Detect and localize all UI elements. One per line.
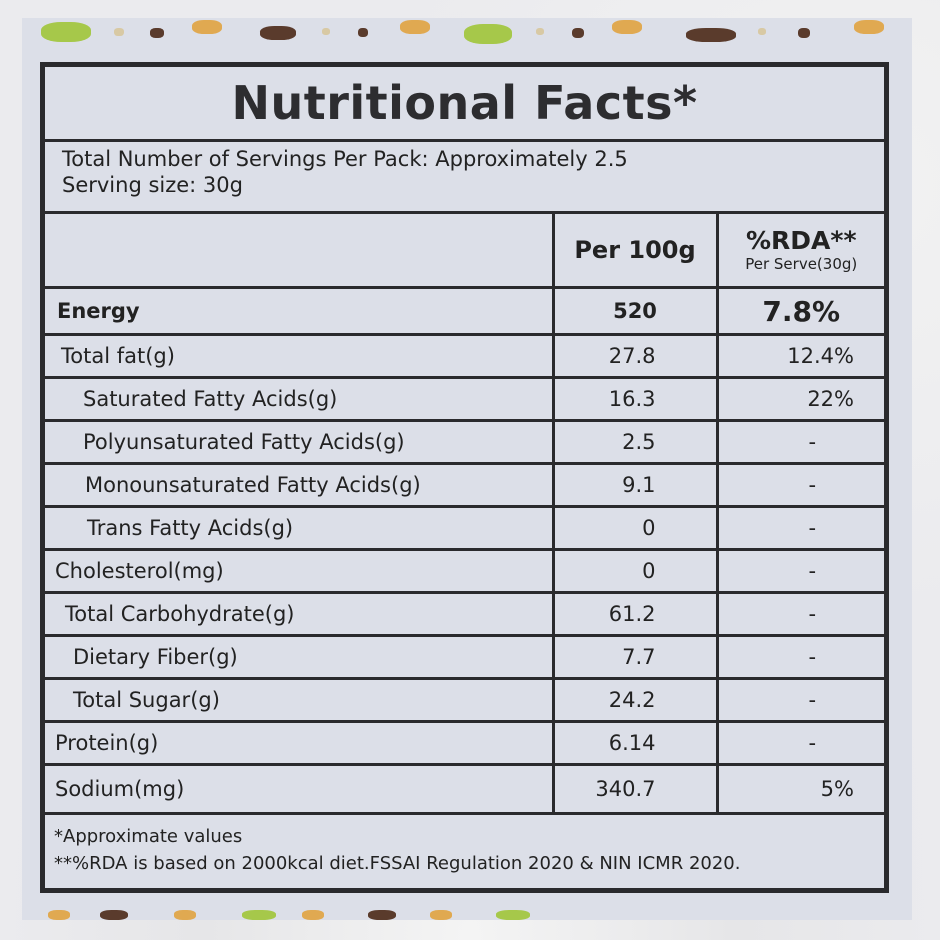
table-row: Polyunsaturated Fatty Acids(g) 2.5- — [45, 420, 884, 465]
table-row: Monounsaturated Fatty Acids(g) 9.1- — [45, 463, 884, 508]
rda-value: 7.8% — [715, 287, 884, 336]
nutrient-label: Saturated Fatty Acids(g) — [45, 377, 553, 422]
nutrient-label: Sodium(mg) — [45, 764, 553, 815]
rda-value: - — [715, 721, 884, 766]
grape-decoration-icon — [464, 24, 512, 44]
per-100g-value: 9.1 — [551, 463, 717, 508]
rda-value: 12.4% — [715, 334, 884, 379]
grape-decoration-icon — [496, 910, 530, 920]
chocolate-decoration-icon — [368, 910, 396, 920]
nutrient-table: Per 100g %RDA** Per Serve(30g) Energy 52… — [45, 214, 884, 815]
seed-decoration-icon — [536, 28, 544, 35]
nutrient-label: Total Carbohydrate(g) — [45, 592, 553, 637]
header-per-100g: Per 100g — [551, 214, 717, 289]
rda-value: - — [715, 592, 884, 637]
header-blank-cell — [45, 214, 553, 289]
table-row: Protein(g) 6.14- — [45, 721, 884, 766]
table-row: Total Sugar(g) 24.2- — [45, 678, 884, 723]
per-100g-value: 2.5 — [551, 420, 717, 465]
wheat-decoration-icon — [612, 20, 642, 34]
table-row: Dietary Fiber(g) 7.7- — [45, 635, 884, 680]
table-row: Sodium(mg) 340.7 5% — [45, 764, 884, 815]
seed-decoration-icon — [758, 28, 766, 35]
rda-value: 22% — [715, 377, 884, 422]
header-rda: %RDA** Per Serve(30g) — [715, 214, 884, 289]
chocolate-decoration-icon — [260, 26, 296, 40]
header-rda-title: %RDA** — [745, 226, 857, 255]
wheat-decoration-icon — [400, 20, 430, 34]
footnote-rda-basis: **%RDA is based on 2000kcal diet.FSSAI R… — [54, 853, 741, 874]
rda-value: - — [715, 506, 884, 551]
nutrient-rows: Total fat(g) 27.8 12.4% Saturated Fatty Aci… — [45, 334, 884, 815]
nutrient-label: Trans Fatty Acids(g) — [45, 506, 553, 551]
grape-decoration-icon — [41, 22, 91, 42]
footnote-approximate: *Approximate values — [54, 826, 243, 847]
nutrient-label: Energy — [45, 287, 553, 336]
per-100g-value: 520 — [551, 287, 717, 336]
wheat-decoration-icon — [192, 20, 222, 34]
chocolate-decoration-icon — [686, 28, 736, 42]
title-row: Nutritional Facts* — [45, 67, 884, 142]
rda-value: - — [715, 420, 884, 465]
rda-value: - — [715, 678, 884, 723]
nutrient-label: Total fat(g) — [45, 334, 553, 379]
serving-info: Total Number of Servings Per Pack: Appro… — [45, 142, 884, 214]
nutrient-label: Total Sugar(g) — [45, 678, 553, 723]
chocolate-decoration-icon — [100, 910, 128, 920]
serving-size: Serving size: 30g — [62, 173, 243, 197]
per-100g-value: 27.8 — [551, 334, 717, 379]
header-rda-subtitle: Per Serve(30g) — [745, 255, 858, 273]
wheat-decoration-icon — [48, 910, 70, 920]
chocolate-decoration-icon — [798, 28, 810, 38]
rda-value: - — [715, 635, 884, 680]
chocolate-decoration-icon — [150, 28, 164, 38]
grape-decoration-icon — [242, 910, 276, 920]
wheat-decoration-icon — [302, 910, 324, 920]
per-100g-value: 6.14 — [551, 721, 717, 766]
chocolate-decoration-icon — [572, 28, 584, 38]
seed-decoration-icon — [322, 28, 330, 35]
chocolate-decoration-icon — [358, 28, 368, 37]
per-100g-value: 7.7 — [551, 635, 717, 680]
per-100g-value: 61.2 — [551, 592, 717, 637]
footnotes: *Approximate values **%RDA is based on 2… — [45, 815, 884, 877]
rda-value: 5% — [715, 764, 884, 815]
nutrient-label: Protein(g) — [45, 721, 553, 766]
wheat-decoration-icon — [174, 910, 196, 920]
per-100g-value: 24.2 — [551, 678, 717, 723]
table-row: Total fat(g) 27.8 12.4% — [45, 334, 884, 379]
nutrient-label: Dietary Fiber(g) — [45, 635, 553, 680]
nutrient-label: Cholesterol(mg) — [45, 549, 553, 594]
table-row: Total Carbohydrate(g) 61.2- — [45, 592, 884, 637]
per-100g-value: 0 — [551, 506, 717, 551]
per-100g-value: 340.7 — [551, 764, 717, 815]
table-row: Cholesterol(mg) 0- — [45, 549, 884, 594]
rda-value: - — [715, 549, 884, 594]
table-row: Trans Fatty Acids(g) 0- — [45, 506, 884, 551]
wheat-decoration-icon — [430, 910, 452, 920]
page-title: Nutritional Facts* — [231, 76, 698, 130]
per-100g-value: 16.3 — [551, 377, 717, 422]
nutrient-label: Monounsaturated Fatty Acids(g) — [45, 463, 553, 508]
nutrient-label: Polyunsaturated Fatty Acids(g) — [45, 420, 553, 465]
table-header-row: Per 100g %RDA** Per Serve(30g) — [45, 214, 884, 289]
wheat-decoration-icon — [854, 20, 884, 34]
table-row: Saturated Fatty Acids(g) 16.3 22% — [45, 377, 884, 422]
servings-per-pack: Total Number of Servings Per Pack: Appro… — [62, 147, 628, 171]
seed-decoration-icon — [114, 28, 124, 36]
per-100g-value: 0 — [551, 549, 717, 594]
table-row-energy: Energy 520 7.8% — [45, 287, 884, 336]
nutrition-facts-table: Nutritional Facts* Total Number of Servi… — [40, 62, 889, 893]
rda-value: - — [715, 463, 884, 508]
